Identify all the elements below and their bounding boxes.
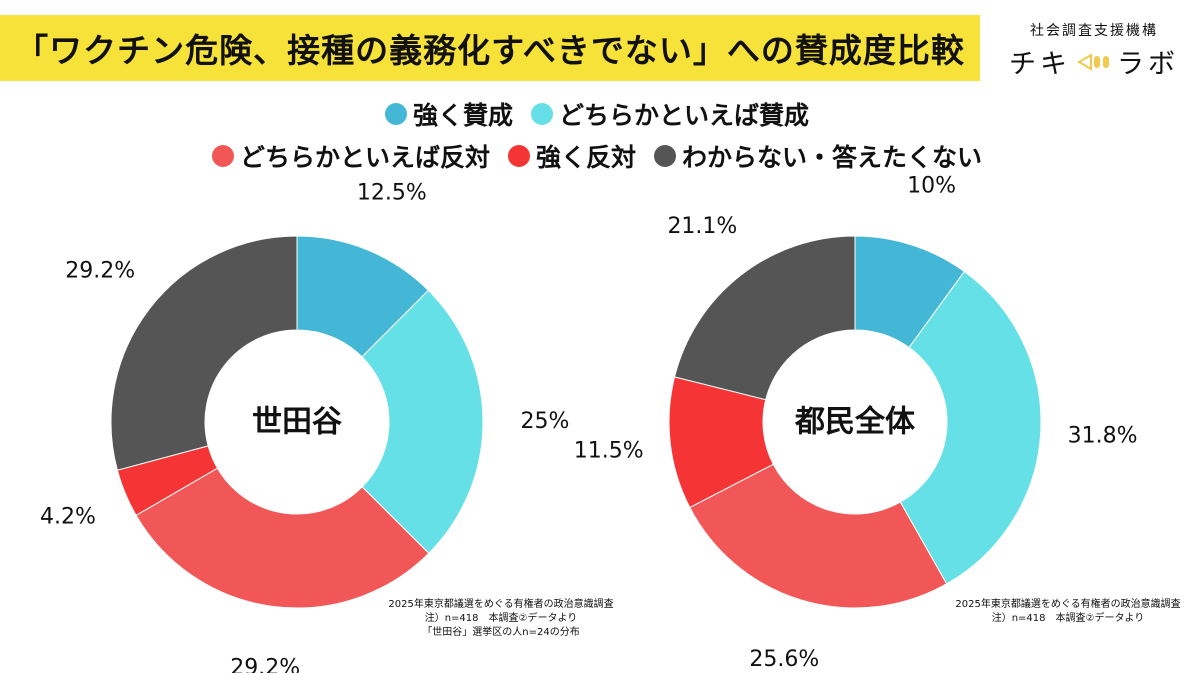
logo-brand-left: チキ bbox=[1009, 49, 1071, 80]
logo-brand: チキ ラボ bbox=[1008, 42, 1180, 81]
title-banner: 「ワクチン危険、接種の義務化すべきでない」への賛成度比較 bbox=[0, 15, 980, 81]
legend-label: わからない・答えたくない bbox=[682, 143, 983, 172]
donut-slice-somewhat-disagree bbox=[689, 463, 948, 609]
legend-label: 強く反対 bbox=[535, 143, 636, 172]
donut-slice-somewhat-disagree bbox=[135, 467, 430, 609]
slice-value-label: 21.1% bbox=[667, 214, 737, 239]
legend-row-2: どちらかといえば反対 強く反対 わからない・答えたくない bbox=[0, 138, 1194, 174]
legend-swatch bbox=[211, 145, 234, 167]
legend-label: どちらかといえば賛成 bbox=[559, 101, 810, 130]
page-title: 「ワクチン危険、接種の義務化すべきでない」への賛成度比較 bbox=[15, 31, 965, 70]
legend-item-strongly-agree: 強く賛成 bbox=[384, 96, 513, 132]
donut-center-label: 世田谷 bbox=[252, 405, 342, 440]
slice-value-label: 31.8% bbox=[1068, 424, 1138, 449]
source-note-line: 注）n=418 本調査②データより bbox=[991, 613, 1145, 624]
slice-value-label: 29.2% bbox=[65, 259, 135, 284]
logo-brand-right: ラボ bbox=[1117, 49, 1179, 80]
slice-value-label: 11.5% bbox=[574, 438, 644, 463]
slice-value-label: 25% bbox=[521, 409, 570, 434]
logo-org-name: 社会調査支援機構 bbox=[1030, 23, 1158, 39]
legend-swatch bbox=[531, 103, 553, 125]
legend-item-somewhat-disagree: どちらかといえば反対 bbox=[211, 138, 490, 174]
legend-label: どちらかといえば反対 bbox=[239, 143, 490, 172]
slice-value-label: 25.6% bbox=[749, 647, 819, 672]
donut-center-label: 都民全体 bbox=[794, 405, 916, 440]
source-note-line: 「世田谷」選挙区の人n=24の分布 bbox=[422, 627, 580, 638]
slice-value-label: 12.5% bbox=[357, 180, 427, 205]
legend-swatch bbox=[384, 103, 407, 125]
donut-slice-dont-know bbox=[673, 235, 856, 401]
legend-item-strongly-disagree: 強く反対 bbox=[507, 138, 636, 174]
donut-slice-dont-know bbox=[110, 235, 298, 471]
source-note-line: 2025年東京都議選をめぐる有権者の政治意識調査 bbox=[955, 599, 1181, 610]
slice-value-label: 4.2% bbox=[40, 505, 96, 530]
source-note-line: 注）n=418 本調査②データより bbox=[424, 613, 578, 624]
legend-label: 強く賛成 bbox=[412, 101, 513, 130]
source-note-line: 2025年東京都議選をめぐる有権者の政治意識調査 bbox=[388, 599, 614, 610]
legend-row-1: 強く賛成 どちらかといえば賛成 bbox=[0, 96, 1194, 132]
slice-value-label: 29.2% bbox=[230, 655, 300, 673]
donut-slice-somewhat-agree bbox=[899, 270, 1042, 585]
legend-swatch bbox=[507, 145, 530, 167]
source-note-setagaya: 2025年東京都議選をめぐる有権者の政治意識調査 注）n=418 本調査②データ… bbox=[385, 598, 617, 640]
source-note-tokyo: 2025年東京都議選をめぐる有権者の政治意識調査 注）n=418 本調査②データ… bbox=[952, 598, 1184, 626]
slice-value-label: 10% bbox=[907, 174, 956, 199]
legend-swatch bbox=[654, 145, 676, 167]
legend-item-dont-know: わからない・答えたくない bbox=[654, 138, 982, 174]
logo-megaphone-icon bbox=[1077, 52, 1109, 71]
legend-item-somewhat-agree: どちらかといえば賛成 bbox=[531, 96, 809, 132]
logo: 社会調査支援機構 チキ ラボ bbox=[1008, 20, 1180, 81]
donut-slice-somewhat-agree bbox=[361, 289, 484, 554]
